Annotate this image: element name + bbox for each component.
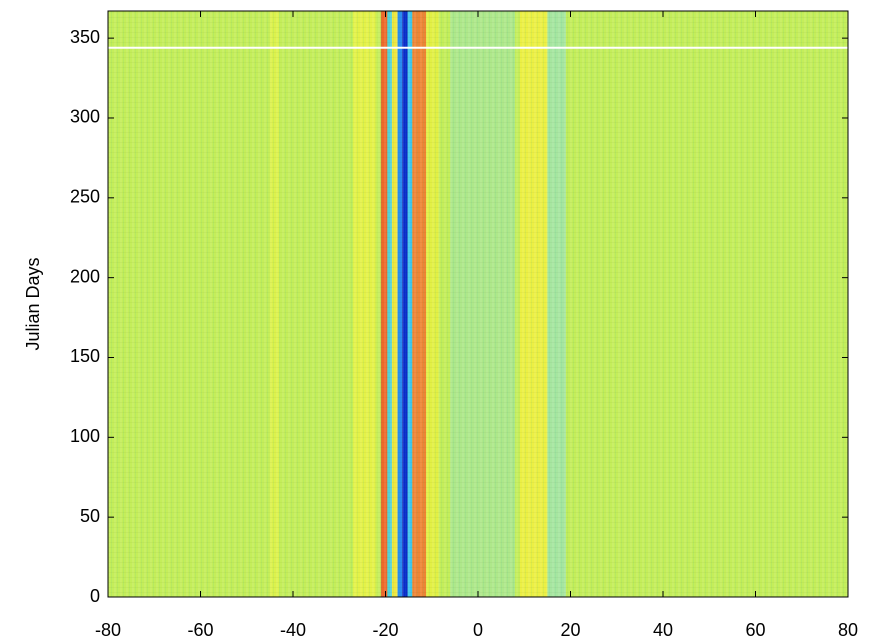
y-axis-label: Julian Days bbox=[23, 257, 43, 350]
y-tick-label: 0 bbox=[90, 586, 100, 606]
y-tick-label: 300 bbox=[70, 107, 100, 127]
y-tick-label: 350 bbox=[70, 27, 100, 47]
heatmap-texture bbox=[108, 11, 848, 597]
x-tick-label: 0 bbox=[473, 620, 483, 640]
y-tick-label: 200 bbox=[70, 266, 100, 286]
x-tick-label: -40 bbox=[280, 620, 306, 640]
x-tick-label: -80 bbox=[95, 620, 121, 640]
x-tick-label: -60 bbox=[187, 620, 213, 640]
y-tick-label: 100 bbox=[70, 426, 100, 446]
x-tick-label: -20 bbox=[372, 620, 398, 640]
x-tick-label: 60 bbox=[745, 620, 765, 640]
x-tick-label: 80 bbox=[838, 620, 858, 640]
x-tick-label: 20 bbox=[560, 620, 580, 640]
y-tick-label: 150 bbox=[70, 346, 100, 366]
x-tick-label: 40 bbox=[653, 620, 673, 640]
y-tick-label: 250 bbox=[70, 187, 100, 207]
plot-area bbox=[108, 11, 848, 597]
y-tick-label: 50 bbox=[80, 506, 100, 526]
